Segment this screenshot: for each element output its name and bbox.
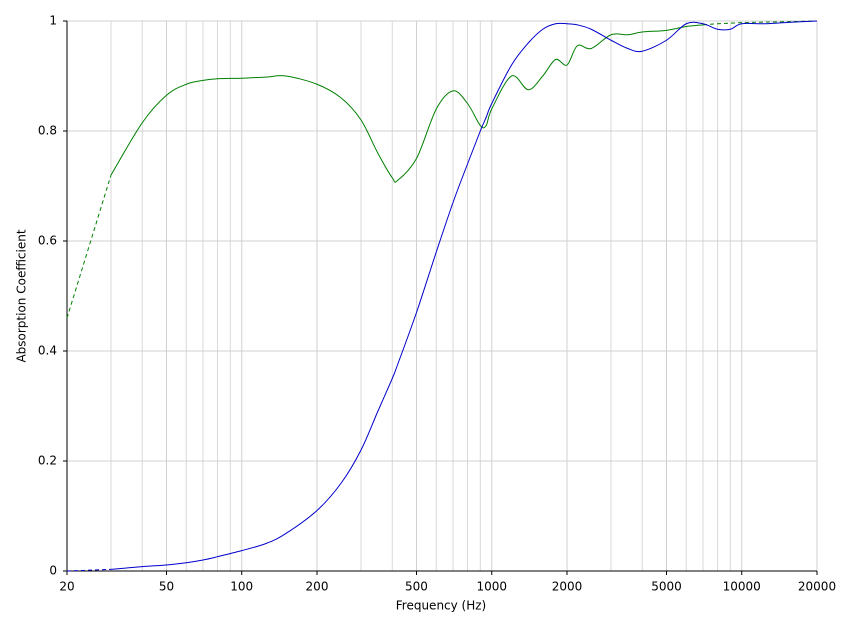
x-tick-label: 5000 [651,580,682,594]
x-axis-label: Frequency (Hz) [396,599,487,613]
line [66,568,112,572]
x-tick-label: 10000 [723,580,761,594]
x-tick-label: 50 [159,580,174,594]
x-tick-label: 200 [306,580,329,594]
x-tick-label: 500 [405,580,428,594]
y-axis-label: Absorption Coefficient [15,229,29,362]
y-tick-label: 0.4 [38,344,57,358]
line [702,20,818,26]
x-tick-label: 100 [230,580,253,594]
y-tick-label: 0 [49,564,57,578]
line [110,24,704,183]
y-tick-label: 1 [49,14,57,28]
line [110,20,818,570]
y-tick-label: 0.6 [38,234,57,248]
x-tick-label: 2000 [552,580,583,594]
x-tick-label: 20 [59,580,74,594]
line [66,174,112,319]
y-tick-label: 0.2 [38,454,57,468]
y-tick-label: 0.8 [38,124,57,138]
x-tick-label: 20000 [798,580,836,594]
x-tick-label: 1000 [476,580,507,594]
